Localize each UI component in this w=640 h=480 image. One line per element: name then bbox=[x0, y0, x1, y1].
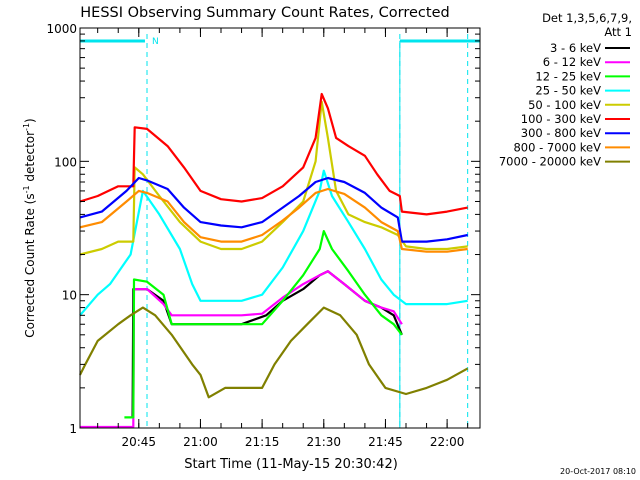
legend-label-8: 7000 - 20000 keV bbox=[499, 155, 601, 169]
chart-title: HESSI Observing Summary Count Rates, Cor… bbox=[80, 5, 449, 21]
night-annotations: N bbox=[80, 34, 480, 428]
legend-label-6: 300 - 800 keV bbox=[521, 126, 601, 140]
y-tick-label-0: 1 bbox=[69, 422, 77, 436]
series-line-5 bbox=[79, 92, 468, 216]
series-line-2 bbox=[124, 230, 403, 419]
x-tick-label-5: 22:00 bbox=[430, 435, 465, 449]
marker-label-0: N bbox=[152, 37, 159, 47]
legend-label-5: 100 - 300 keV bbox=[521, 112, 601, 126]
axis-ticks: 1 10 100 1000 20:45 21:00 21:15 21:30 21:45 22:00 bbox=[46, 22, 480, 449]
series-line-8 bbox=[79, 306, 469, 399]
series-line-1 bbox=[80, 270, 403, 429]
x-tick-label-2: 21:15 bbox=[245, 435, 280, 449]
y-axis-label: Corrected Count Rate (s-1 detector-1) bbox=[22, 118, 37, 337]
y-tick-label-3: 1000 bbox=[46, 22, 77, 36]
x-tick-label-4: 21:45 bbox=[368, 435, 403, 449]
y-axis-label-sup1: -1 bbox=[22, 185, 31, 193]
y-axis-label-main: Corrected Count Rate (s bbox=[23, 193, 37, 337]
legend-label-0: 3 - 6 keV bbox=[550, 41, 601, 55]
series-lines bbox=[79, 92, 469, 429]
legend-label-3: 25 - 50 keV bbox=[535, 84, 601, 98]
x-tick-label-0: 20:45 bbox=[121, 435, 156, 449]
x-axis-label: Start Time (11-May-15 20:30:42) bbox=[184, 457, 398, 472]
legend-label-1: 6 - 12 keV bbox=[543, 55, 601, 69]
series-line-6 bbox=[79, 176, 468, 243]
legend-label-4: 50 - 100 keV bbox=[528, 98, 601, 112]
legend-header-line1: Det 1,3,5,6,7,9, bbox=[542, 11, 632, 25]
legend-label-2: 12 - 25 keV bbox=[535, 69, 601, 83]
date-stamp: 20-Oct-2017 08:10 bbox=[560, 467, 636, 476]
legend-header-line2: Att 1 bbox=[604, 25, 632, 39]
series-line-7 bbox=[79, 187, 468, 253]
y-tick-label-1: 10 bbox=[62, 289, 77, 303]
legend-label-7: 800 - 7000 keV bbox=[513, 140, 601, 154]
y-axis-label-sup2: -1 bbox=[22, 123, 31, 131]
x-tick-label-3: 21:30 bbox=[306, 435, 341, 449]
y-axis-label-mid: detector bbox=[23, 131, 37, 186]
plot-frame bbox=[79, 27, 481, 429]
x-tick-label-1: 21:00 bbox=[183, 435, 218, 449]
y-tick-label-2: 100 bbox=[54, 155, 77, 169]
y-axis-label-end: ) bbox=[23, 118, 37, 123]
